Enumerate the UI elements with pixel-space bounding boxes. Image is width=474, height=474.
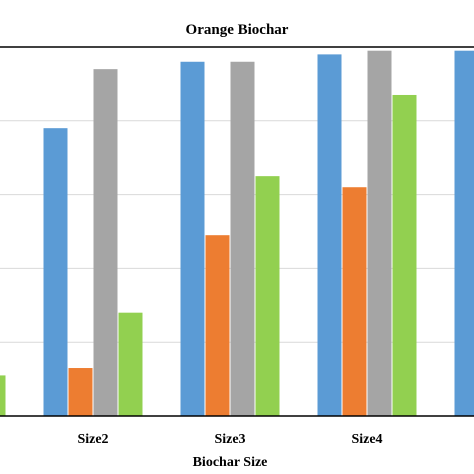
x-tick-label: Size3 bbox=[214, 432, 245, 447]
bar-size4-series-3 bbox=[367, 50, 392, 416]
x-tick-labels: Size2 Size3 Size4 bbox=[77, 432, 382, 447]
x-axis-label: Biochar Size bbox=[193, 455, 268, 470]
bar-size2-series-2 bbox=[68, 368, 93, 416]
bar-size4-series-4 bbox=[392, 94, 417, 416]
bar-size3-series-4 bbox=[255, 176, 280, 416]
bars bbox=[0, 50, 474, 416]
bar-size2-series-4 bbox=[118, 312, 143, 416]
x-tick-label: Size2 bbox=[77, 432, 108, 447]
chart-title: Orange Biochar bbox=[186, 22, 289, 38]
bar-size5-series-1 bbox=[454, 50, 474, 416]
bar-size3-series-2 bbox=[205, 235, 230, 416]
bar-size4-series-1 bbox=[317, 54, 342, 416]
bar-size4-series-2 bbox=[342, 187, 367, 416]
bar-size2-series-1 bbox=[43, 128, 68, 416]
bar-size3-series-3 bbox=[230, 61, 255, 416]
bar-size3-series-1 bbox=[180, 61, 205, 416]
bar-size1-series-4 bbox=[0, 375, 6, 416]
bar-size2-series-3 bbox=[93, 69, 118, 416]
x-tick-label: Size4 bbox=[351, 432, 382, 447]
